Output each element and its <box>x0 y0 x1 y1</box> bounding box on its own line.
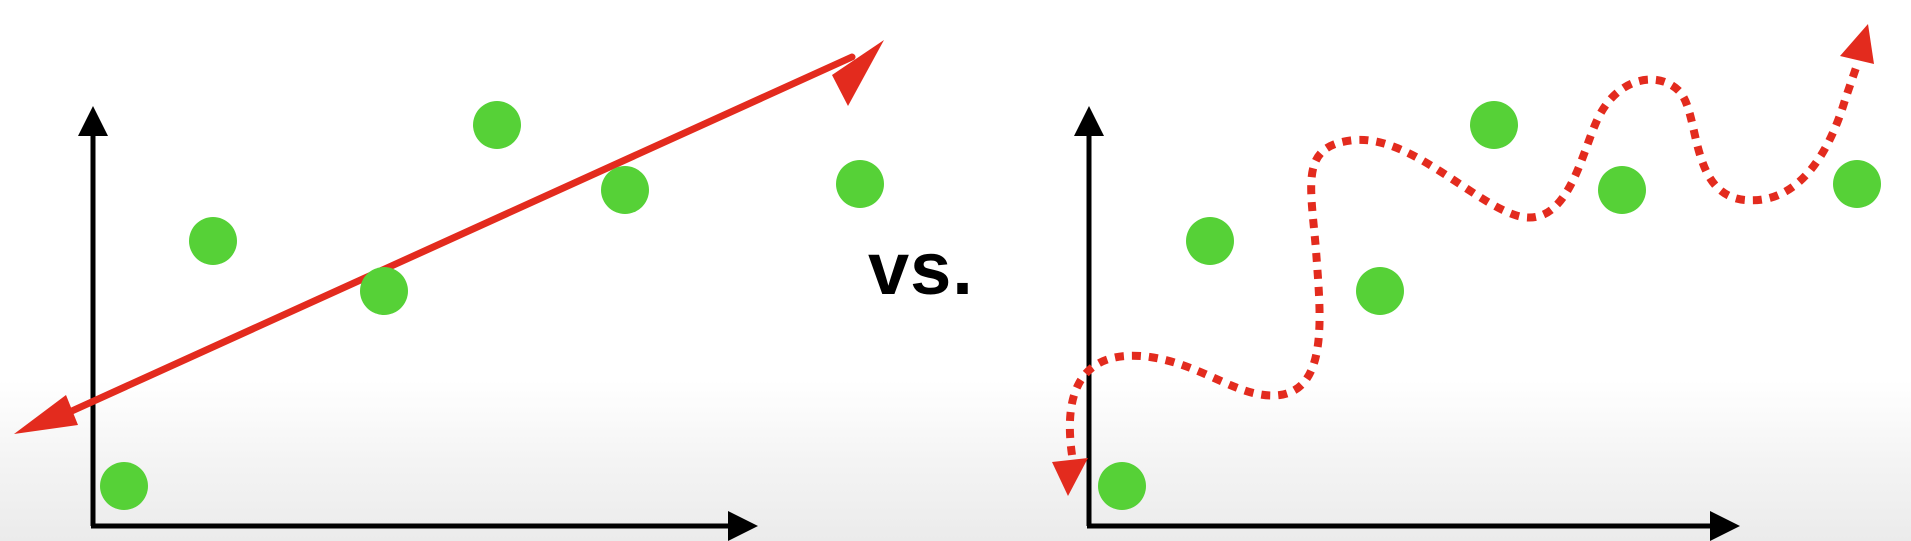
linear-fit-arrowhead-left <box>14 395 78 434</box>
overfit-curve-path <box>1065 60 1862 456</box>
data-point <box>836 160 884 208</box>
data-point <box>1470 101 1518 149</box>
vs-label: vs. <box>868 227 974 310</box>
data-point <box>1833 160 1881 208</box>
linear-fit-line <box>48 53 856 424</box>
data-point <box>1186 217 1234 265</box>
data-point <box>100 462 148 510</box>
left-data-points <box>100 101 884 510</box>
left-axes <box>78 106 758 541</box>
data-point <box>1356 267 1404 315</box>
data-point <box>473 101 521 149</box>
overfit-curve-arrow <box>1052 24 1874 496</box>
data-point <box>601 166 649 214</box>
data-point <box>189 217 237 265</box>
overfit-arrowhead-bottom <box>1052 458 1088 496</box>
linear-fit-arrow <box>14 40 884 434</box>
linear-fit-arrowhead-right <box>832 40 884 106</box>
data-point <box>1598 166 1646 214</box>
right-axes <box>1074 106 1740 541</box>
data-point <box>360 267 408 315</box>
left-panel <box>14 40 884 541</box>
data-point <box>1098 462 1146 510</box>
right-panel <box>1052 24 1881 541</box>
overfit-arrowhead-top <box>1840 24 1874 64</box>
right-data-points <box>1098 101 1881 510</box>
